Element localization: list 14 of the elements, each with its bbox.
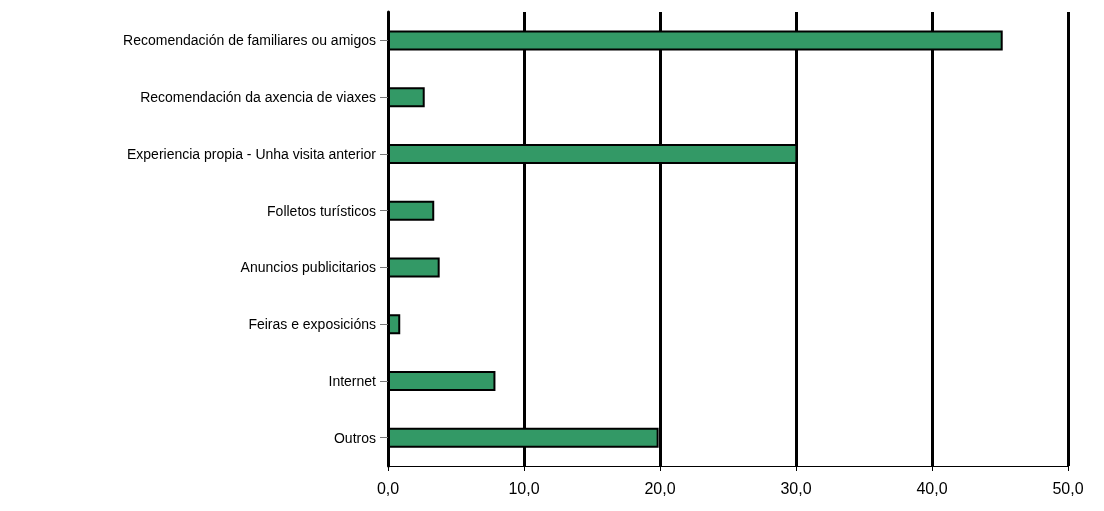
y-tick-label: Folletos turísticos (267, 202, 376, 219)
y-tick-label: Experiencia propia - Unha visita anterior (126, 145, 377, 162)
x-tick-label: 40,0 (916, 479, 948, 497)
x-tick-label: 10,0 (508, 479, 540, 497)
y-tick-label: Anuncios publicitarios (240, 259, 376, 276)
x-tick-label: 50,0 (1052, 479, 1084, 497)
y-tick-label: Recomendación de familiares ou amigos (123, 32, 376, 49)
x-tick-label: 30,0 (780, 479, 812, 497)
y-tick-label: Feiras e exposicións (248, 316, 376, 333)
x-tick-label: 20,0 (644, 479, 676, 497)
x-tick-label: 0,0 (376, 479, 400, 497)
y-tick-label: Recomendación da axencia de viaxes (140, 89, 376, 106)
y-tick-label: Outros (333, 429, 376, 446)
y-tick-label: Internet (328, 372, 377, 389)
